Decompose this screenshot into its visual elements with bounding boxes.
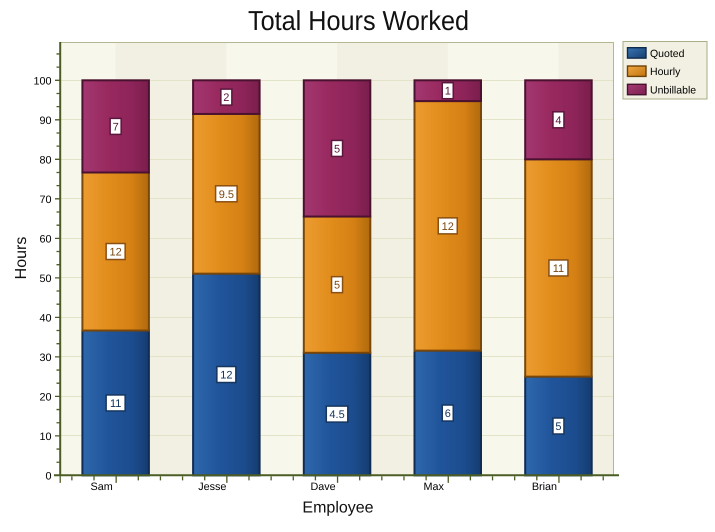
svg-text:Hours: Hours xyxy=(13,237,30,280)
svg-text:Employee: Employee xyxy=(302,500,373,517)
svg-text:Quoted: Quoted xyxy=(650,48,685,60)
svg-text:Max: Max xyxy=(424,481,445,493)
svg-text:Unbillable: Unbillable xyxy=(650,84,696,96)
svg-text:9.5: 9.5 xyxy=(219,189,234,201)
svg-text:20: 20 xyxy=(39,391,51,403)
svg-text:12: 12 xyxy=(442,221,454,233)
svg-text:10: 10 xyxy=(39,431,51,443)
svg-text:12: 12 xyxy=(110,247,122,259)
svg-text:80: 80 xyxy=(39,154,51,166)
svg-text:11: 11 xyxy=(110,398,121,410)
svg-text:5: 5 xyxy=(334,143,340,155)
svg-text:40: 40 xyxy=(39,312,51,324)
svg-text:2: 2 xyxy=(223,92,229,104)
svg-text:30: 30 xyxy=(39,352,51,364)
svg-text:Total Hours Worked: Total Hours Worked xyxy=(248,5,469,36)
svg-text:6: 6 xyxy=(445,408,451,420)
svg-text:100: 100 xyxy=(33,75,51,87)
svg-text:1: 1 xyxy=(445,86,451,98)
svg-text:5: 5 xyxy=(555,421,561,433)
svg-text:Brian: Brian xyxy=(532,481,557,493)
svg-text:4.5: 4.5 xyxy=(329,409,344,421)
svg-text:Sam: Sam xyxy=(91,481,113,493)
svg-text:Hourly: Hourly xyxy=(650,66,681,78)
svg-text:5: 5 xyxy=(334,280,340,292)
svg-text:11: 11 xyxy=(553,263,564,275)
svg-text:90: 90 xyxy=(39,115,51,127)
svg-text:70: 70 xyxy=(39,194,51,206)
svg-text:4: 4 xyxy=(555,115,561,127)
svg-text:12: 12 xyxy=(220,370,232,382)
svg-text:Jesse: Jesse xyxy=(198,481,226,493)
svg-text:Dave: Dave xyxy=(310,481,335,493)
svg-text:60: 60 xyxy=(39,233,51,245)
svg-text:50: 50 xyxy=(39,273,51,285)
svg-text:7: 7 xyxy=(113,121,119,133)
svg-text:0: 0 xyxy=(45,470,51,482)
